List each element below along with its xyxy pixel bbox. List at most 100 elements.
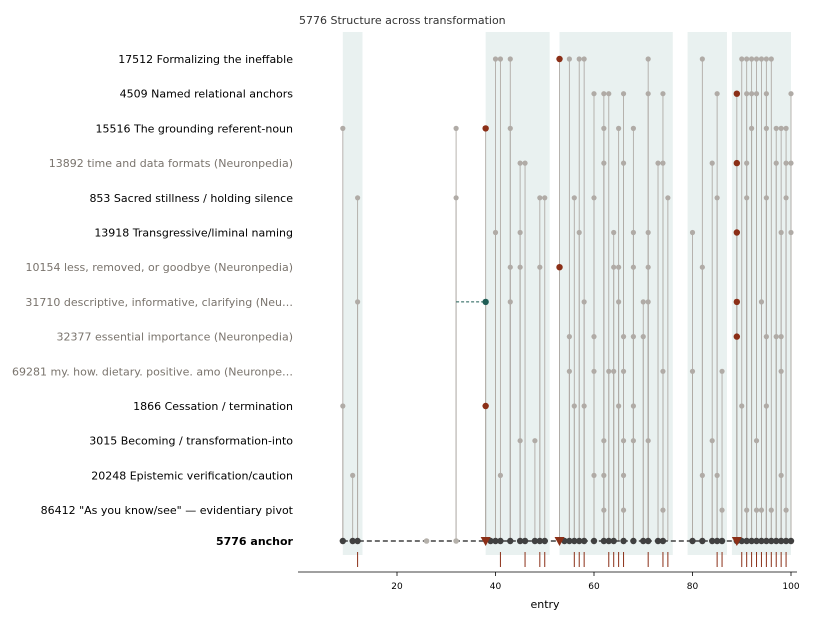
anchor-point bbox=[718, 537, 726, 545]
data-point bbox=[556, 264, 563, 271]
data-point bbox=[507, 56, 513, 62]
anchor-point bbox=[713, 537, 721, 545]
anchor-point bbox=[541, 537, 548, 545]
data-point bbox=[507, 125, 513, 131]
anchor-point bbox=[590, 537, 598, 545]
data-point bbox=[611, 229, 617, 236]
data-point bbox=[453, 195, 459, 201]
anchor-layer bbox=[339, 537, 795, 546]
point-layer bbox=[340, 55, 794, 513]
data-point bbox=[482, 402, 489, 410]
data-point bbox=[645, 299, 651, 305]
data-point bbox=[616, 403, 622, 409]
data-point bbox=[591, 472, 597, 478]
data-point bbox=[645, 438, 651, 444]
data-point bbox=[773, 334, 779, 340]
data-point bbox=[753, 507, 760, 513]
data-point bbox=[591, 195, 597, 201]
data-point bbox=[591, 91, 597, 97]
data-point bbox=[340, 403, 346, 409]
data-point bbox=[719, 368, 725, 374]
row-label: 31710 descriptive, informative, clarifyi… bbox=[25, 296, 293, 309]
data-point bbox=[355, 299, 361, 305]
anchor-point bbox=[566, 537, 573, 545]
anchor-point bbox=[743, 537, 750, 545]
data-point bbox=[709, 438, 715, 444]
anchor-point bbox=[758, 537, 765, 545]
anchor-point bbox=[659, 537, 667, 545]
anchor-point bbox=[787, 537, 795, 545]
anchor-point bbox=[709, 537, 716, 545]
anchor-triangle bbox=[480, 537, 491, 546]
data-point bbox=[566, 368, 572, 374]
anchor-point bbox=[497, 537, 504, 545]
data-point bbox=[532, 438, 538, 444]
data-point bbox=[645, 264, 651, 270]
data-point bbox=[571, 195, 577, 201]
data-point bbox=[783, 160, 789, 166]
data-point bbox=[763, 334, 769, 340]
data-point bbox=[788, 91, 794, 97]
data-point bbox=[763, 91, 769, 97]
data-point bbox=[778, 472, 784, 478]
row-label: 15516 The grounding referent-noun bbox=[95, 122, 293, 135]
x-tick-label: 60 bbox=[588, 582, 600, 592]
row-label: 853 Sacred stillness / holding silence bbox=[89, 192, 293, 205]
data-point bbox=[601, 438, 607, 444]
x-tick-label: 40 bbox=[490, 582, 502, 592]
row-label: 13918 Transgressive/liminal naming bbox=[94, 227, 293, 240]
data-point bbox=[783, 507, 789, 513]
data-point bbox=[620, 160, 627, 166]
data-point bbox=[763, 403, 769, 409]
data-point bbox=[749, 56, 755, 62]
data-point bbox=[620, 438, 627, 444]
anchor-point bbox=[654, 537, 662, 545]
data-point bbox=[778, 229, 784, 236]
data-point bbox=[768, 56, 774, 62]
row-label-layer: 17512 Formalizing the ineffable 4509 Name… bbox=[12, 53, 294, 548]
anchor-gap-point bbox=[453, 538, 459, 544]
data-point bbox=[763, 125, 769, 131]
data-point bbox=[744, 56, 750, 62]
data-point bbox=[699, 264, 705, 270]
data-point bbox=[542, 195, 548, 201]
row-label: 20248 Epistemic verification/caution bbox=[91, 469, 293, 482]
data-point bbox=[581, 56, 587, 62]
anchor-point bbox=[753, 537, 760, 545]
data-point bbox=[616, 264, 622, 270]
data-point bbox=[620, 334, 627, 340]
data-point bbox=[591, 368, 597, 374]
shaded-band bbox=[687, 32, 727, 555]
anchor-point bbox=[339, 537, 347, 545]
anchor-point bbox=[782, 537, 790, 545]
data-point bbox=[606, 368, 612, 374]
data-point bbox=[773, 125, 779, 131]
rug-layer bbox=[357, 552, 787, 567]
data-point bbox=[517, 438, 523, 444]
data-point bbox=[355, 195, 361, 201]
data-point bbox=[744, 91, 750, 97]
row-label: 17512 Formalizing the ineffable bbox=[118, 53, 293, 66]
x-axis: 20 40 60 80 100 bbox=[298, 571, 800, 592]
x-tick-label: 100 bbox=[782, 582, 799, 592]
data-point bbox=[640, 299, 646, 305]
data-point bbox=[630, 229, 637, 236]
data-point bbox=[492, 229, 499, 236]
data-point bbox=[576, 229, 582, 236]
data-point bbox=[733, 333, 741, 340]
data-point bbox=[778, 368, 784, 374]
data-point bbox=[719, 507, 725, 513]
data-point bbox=[733, 90, 741, 97]
data-point bbox=[576, 56, 582, 62]
data-point bbox=[744, 507, 750, 513]
data-point bbox=[601, 472, 607, 478]
shaded-band bbox=[485, 32, 550, 555]
data-point bbox=[492, 56, 499, 62]
anchor-point bbox=[689, 537, 696, 545]
anchor-point bbox=[699, 537, 706, 545]
data-point bbox=[566, 56, 572, 62]
data-point bbox=[744, 160, 750, 166]
data-point bbox=[758, 56, 765, 62]
data-point bbox=[507, 264, 513, 270]
data-point bbox=[601, 507, 607, 513]
